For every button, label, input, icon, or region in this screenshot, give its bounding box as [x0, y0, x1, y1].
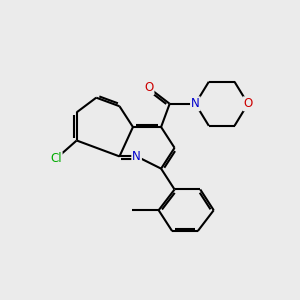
- Text: N: N: [191, 97, 200, 110]
- Text: O: O: [144, 81, 154, 94]
- Text: N: N: [132, 150, 141, 163]
- Text: Cl: Cl: [50, 152, 62, 165]
- Text: O: O: [243, 97, 253, 110]
